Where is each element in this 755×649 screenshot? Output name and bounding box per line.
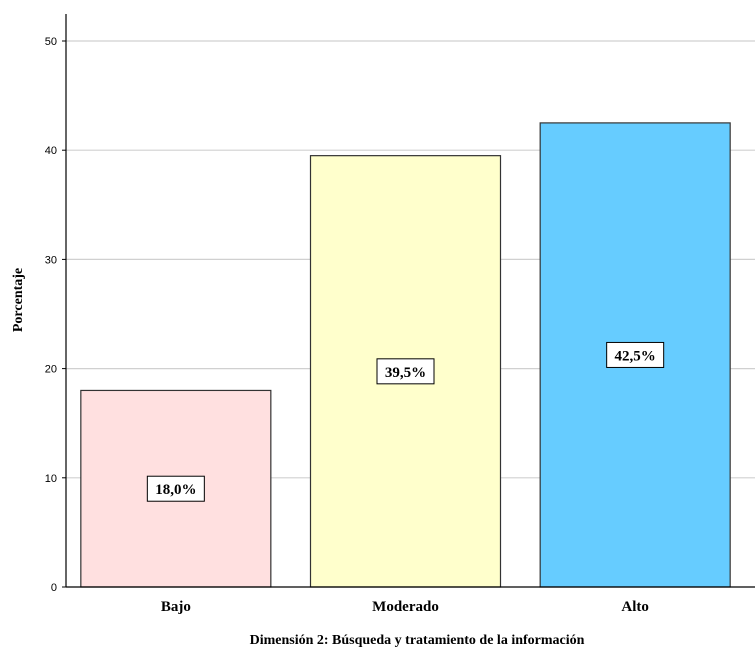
x-tick-label-alto: Alto — [621, 599, 649, 615]
x-tick-label-moderado: Moderado — [372, 599, 439, 615]
x-axis-title: Dimensión 2: Búsqueda y tratamiento de l… — [250, 633, 585, 648]
y-axis-title: Porcentaje — [11, 268, 26, 332]
x-tick-labels: Bajo Moderado Alto — [161, 599, 649, 615]
data-label-box-alto — [606, 341, 665, 368]
data-label-moderado: 39,5% — [385, 365, 426, 381]
y-tick-label-20: 20 — [45, 364, 57, 376]
y-tick-label-0: 0 — [51, 582, 57, 594]
y-tick-label-50: 50 — [45, 36, 57, 48]
y-tick-labels: 0 10 20 30 40 50 — [45, 36, 57, 594]
axes — [62, 14, 755, 588]
data-label-alto: 42,5% — [615, 348, 656, 364]
y-tick-label-30: 30 — [45, 254, 57, 266]
x-tick-label-bajo: Bajo — [161, 599, 191, 615]
y-tick-label-10: 10 — [45, 473, 57, 485]
y-tick-label-40: 40 — [45, 145, 57, 157]
bars — [80, 122, 731, 588]
data-label-bajo: 18,0% — [155, 482, 196, 498]
data-labels: 18,0% 39,5% 42,5% — [146, 341, 665, 502]
data-label-box-moderado — [376, 358, 435, 385]
data-label-box-bajo — [146, 475, 205, 502]
